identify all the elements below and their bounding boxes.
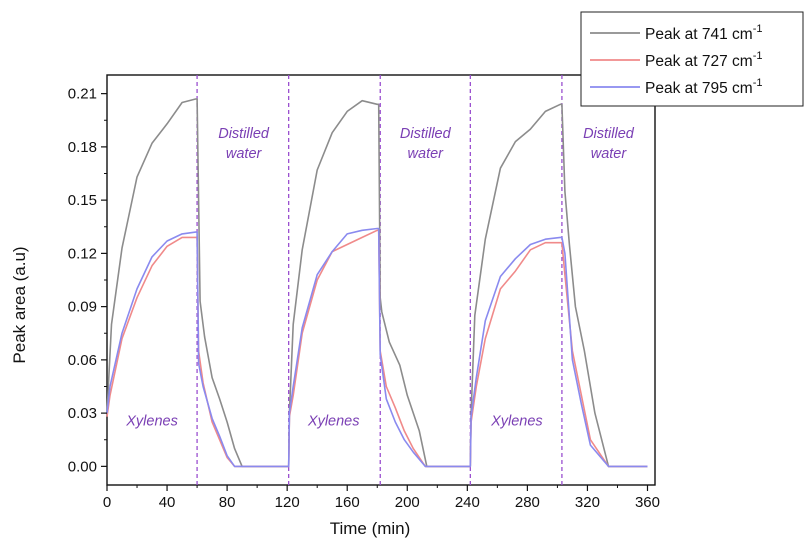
x-tick-label: 320 (575, 494, 600, 511)
x-tick-label: 160 (335, 494, 360, 511)
x-axis: 0 40 80 120 160 200 240 280 320 360 (103, 485, 660, 511)
phase-label: Xylenes (125, 414, 178, 430)
phase-label: Xylenes (307, 414, 360, 430)
phase-label: Distilled water (400, 126, 452, 162)
y-tick-label: 0.00 (68, 458, 97, 475)
x-tick-label: 280 (515, 494, 540, 511)
phase-label: Distilled water (583, 126, 635, 162)
x-tick-label: 120 (275, 494, 300, 511)
x-tick-label: 80 (219, 494, 236, 511)
y-tick-label: 0.06 (68, 352, 97, 369)
y-axis: 0.00 0.03 0.06 0.09 0.12 0.15 0.18 0.21 (68, 86, 107, 475)
legend-label: Peak at 795 cm-1 (645, 77, 762, 97)
y-tick-label: 0.09 (68, 299, 97, 316)
x-tick-label: 0 (103, 494, 111, 511)
y-axis-title: Peak area (a.u) (10, 246, 29, 363)
x-axis-title: Time (min) (330, 519, 411, 538)
legend-label: Peak at 727 cm-1 (645, 50, 762, 70)
legend-box (580, 11, 804, 107)
x-tick-label: 40 (159, 494, 176, 511)
series-line-0 (106, 98, 648, 468)
y-tick-label: 0.12 (68, 245, 97, 262)
x-tick-label: 200 (395, 494, 420, 511)
y-tick-label: 0.03 (68, 405, 97, 422)
phase-labels: Xylenes Distilled water Xylenes Distilled wat… (125, 126, 635, 430)
y-tick-label: 0.15 (68, 192, 97, 209)
series-line-2 (106, 227, 648, 468)
phase-label: Distilled water (218, 126, 270, 162)
legend-label: Peak at 741 cm-1 (645, 23, 762, 43)
series-lines (106, 98, 648, 468)
y-tick-label: 0.18 (68, 139, 97, 156)
phase-label: Xylenes (490, 414, 543, 430)
legend: Peak at 741 cm-1 Peak at 727 cm-1 Peak at … (580, 11, 804, 107)
x-tick-label: 240 (455, 494, 480, 511)
x-tick-label: 360 (635, 494, 660, 511)
y-tick-label: 0.21 (68, 86, 97, 103)
